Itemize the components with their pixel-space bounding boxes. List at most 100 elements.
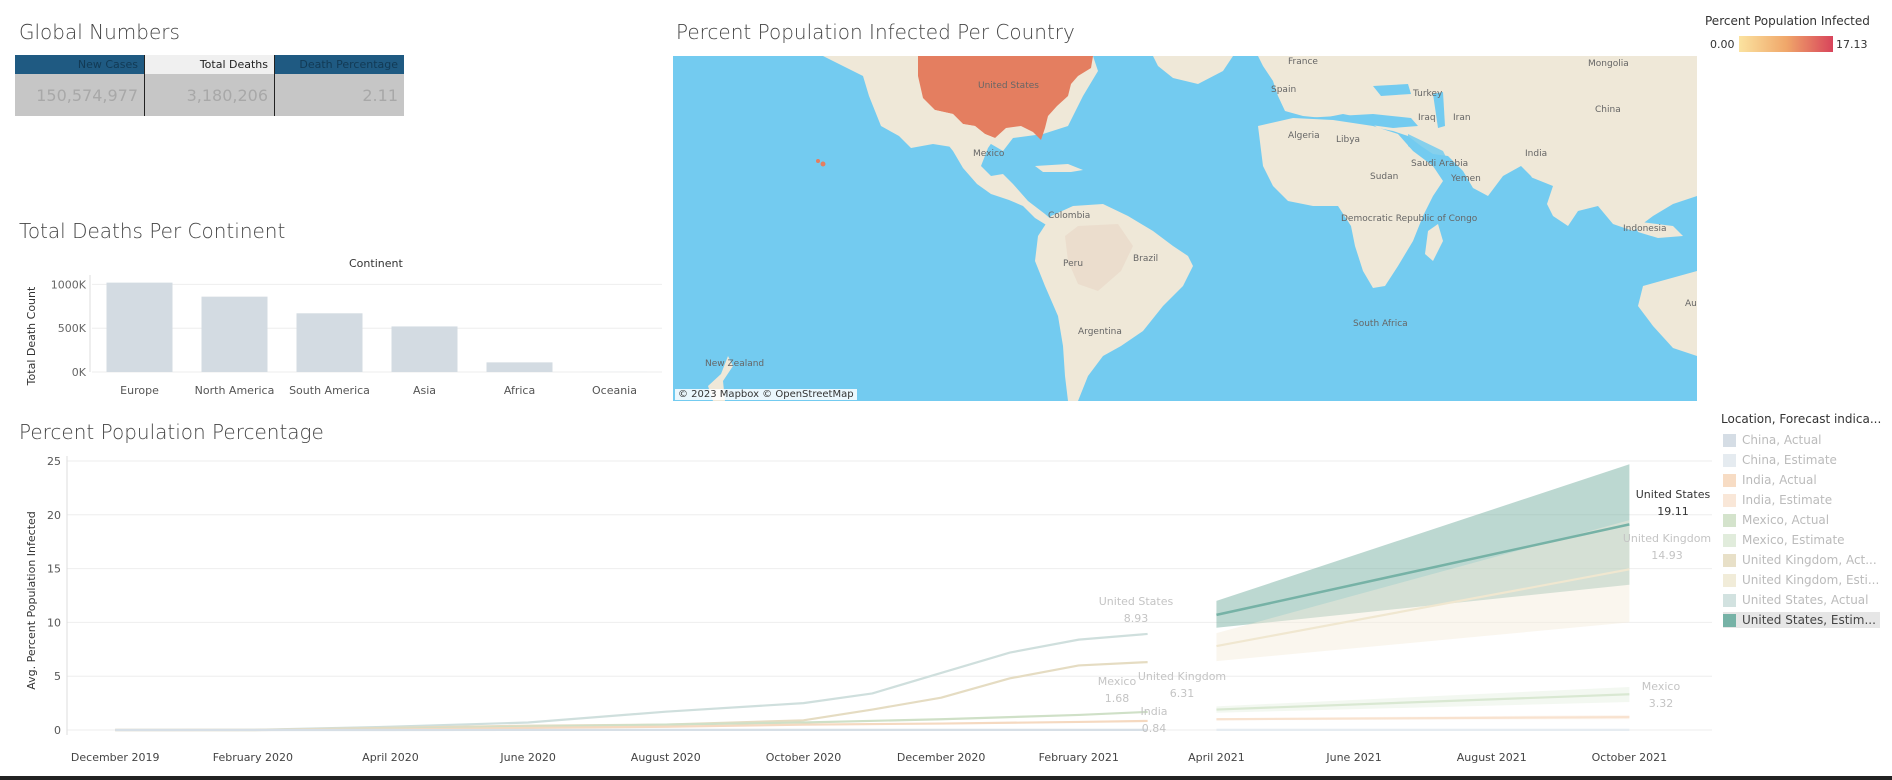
forecast-band (1216, 686, 1630, 713)
line-xtick-label: December 2020 (897, 751, 986, 764)
series-india-estimate[interactable] (1216, 715, 1630, 721)
label-iraq: Iraq (1418, 113, 1436, 123)
line-xtick-label: February 2021 (1039, 751, 1119, 764)
legend-swatch (1723, 493, 1736, 507)
legend-item[interactable]: United States, Estim... (1723, 612, 1880, 628)
continent-chart-title: Total Deaths Per Continent (19, 219, 286, 243)
new-cases-header[interactable]: New Cases (15, 55, 145, 74)
series-united-states-estimate[interactable] (1216, 523, 1630, 617)
bar-asia[interactable] (391, 326, 458, 372)
line-xtick-label: April 2020 (362, 751, 419, 764)
map-attribution[interactable]: © 2023 Mapbox © OpenStreetMap (675, 389, 857, 400)
legend-item[interactable]: China, Estimate (1723, 452, 1837, 468)
death-percentage-value[interactable]: 2.11 (274, 74, 404, 116)
legend-label: Mexico, Actual (1742, 513, 1830, 527)
label-indonesia: Indonesia (1623, 224, 1667, 234)
line-xtick-label: October 2021 (1592, 751, 1668, 764)
land-caribbean (1035, 164, 1083, 172)
legend-item[interactable]: India, Estimate (1723, 492, 1832, 508)
forecast-band (1216, 464, 1630, 628)
line-ytick-label: 5 (54, 670, 61, 683)
annotation-mx-estimate-name: Mexico (1642, 680, 1681, 693)
bar-south-america[interactable] (296, 313, 363, 372)
legend-label: United States, Estim... (1742, 613, 1876, 627)
label-new-zealand: New Zealand (705, 359, 764, 369)
line-xtick-label: February 2020 (213, 751, 293, 764)
hawaii (816, 159, 820, 163)
total-deaths-header[interactable]: Total Deaths (144, 55, 275, 74)
label-china: China (1595, 105, 1621, 115)
legend-item[interactable]: India, Actual (1723, 472, 1817, 488)
line-xtick-label: April 2021 (1188, 751, 1245, 764)
annotation-in-actual-value: 0.84 (1142, 722, 1167, 735)
line-ytick-label: 20 (47, 509, 61, 522)
legend-label: China, Actual (1742, 433, 1822, 447)
line-ylabel: Avg. Percent Population Infected (25, 511, 38, 690)
label-south-africa: South Africa (1353, 319, 1408, 329)
series-united-states-actual[interactable] (115, 632, 1148, 732)
bay-of-bengal (1528, 176, 1553, 216)
legend-swatch (1723, 573, 1736, 587)
label-algeria: Algeria (1288, 131, 1320, 141)
bar-europe[interactable] (106, 282, 173, 372)
continent-header: Continent (349, 257, 403, 270)
map-legend-min: 0.00 (1710, 38, 1735, 51)
label-peru: Peru (1063, 259, 1083, 269)
infection-map[interactable]: United States Mexico Colombia Peru Brazi… (673, 56, 1697, 401)
legend-item[interactable]: United States, Actual (1723, 592, 1868, 608)
united-states-region[interactable] (918, 56, 1093, 140)
legend-item[interactable]: United Kingdom, Esti... (1723, 572, 1879, 588)
line-ytick-label: 25 (47, 455, 61, 468)
death-percentage-header[interactable]: Death Percentage (274, 55, 404, 74)
land-madagascar (1425, 224, 1443, 261)
label-turkey: Turkey (1412, 89, 1443, 99)
annotation-uk-estimate-value: 14.93 (1651, 549, 1683, 562)
new-cases-value[interactable]: 150,574,977 (15, 74, 145, 116)
global-numbers-title: Global Numbers (19, 20, 180, 44)
legend-item[interactable]: Mexico, Estimate (1723, 532, 1845, 548)
legend-item[interactable]: Mexico, Actual (1723, 512, 1829, 528)
label-mongolia: Mongolia (1588, 59, 1629, 69)
legend-item[interactable]: China, Actual (1723, 432, 1822, 448)
map-title: Percent Population Infected Per Country (676, 20, 1075, 44)
line-xtick-label: June 2021 (1325, 751, 1381, 764)
annotation-us-actual-name: United States (1099, 595, 1174, 608)
bar-africa[interactable] (486, 362, 553, 372)
annotation-uk-actual-name: United Kingdom (1138, 670, 1226, 683)
land-indonesia (1633, 221, 1683, 238)
annotation-us-actual-value: 8.93 (1124, 612, 1149, 625)
label-argentina: Argentina (1078, 327, 1122, 337)
bar-ytick-label: 1000K (51, 278, 87, 291)
series-united-kingdom-actual[interactable] (115, 661, 1148, 732)
annotation-us-estimate-name: United States (1636, 488, 1711, 501)
bar-category-label: North America (195, 384, 275, 397)
line-xtick-label: August 2021 (1457, 751, 1527, 764)
legend-label: United Kingdom, Act... (1742, 553, 1877, 567)
legend-item[interactable]: United Kingdom, Act... (1723, 552, 1877, 568)
map-legend-gradient (1739, 36, 1833, 52)
label-libya: Libya (1336, 135, 1360, 145)
map-legend-max: 17.13 (1836, 38, 1868, 51)
bar-north-america[interactable] (201, 296, 268, 372)
bar-category-label: South America (289, 384, 370, 397)
annotation-mx-actual-value: 1.68 (1105, 692, 1130, 705)
label-drc: Democratic Republic of Congo (1341, 214, 1478, 224)
label-sudan: Sudan (1370, 172, 1398, 182)
legend-label: United States, Actual (1742, 593, 1869, 607)
label-france: France (1288, 57, 1318, 67)
legend-swatch (1723, 553, 1736, 567)
line-chart: 0 5 10 15 20 25 Avg. Percent Population Infect… (25, 455, 1712, 764)
label-yemen: Yemen (1450, 174, 1481, 184)
series-united-kingdom-estimate[interactable] (1216, 568, 1630, 648)
label-mexico: Mexico (973, 149, 1005, 159)
series-mexico-estimate[interactable] (1216, 693, 1630, 711)
land-south-america-shade (1065, 224, 1133, 291)
total-deaths-value[interactable]: 3,180,206 (144, 74, 275, 116)
label-india: India (1525, 149, 1547, 159)
label-saudi-arabia: Saudi Arabia (1411, 159, 1468, 169)
mediterranean-sea (1303, 114, 1418, 128)
legend-swatch (1723, 453, 1736, 467)
annotation-uk-actual-value: 6.31 (1170, 687, 1195, 700)
label-brazil: Brazil (1133, 254, 1158, 264)
bar-category-label: Asia (413, 384, 436, 397)
